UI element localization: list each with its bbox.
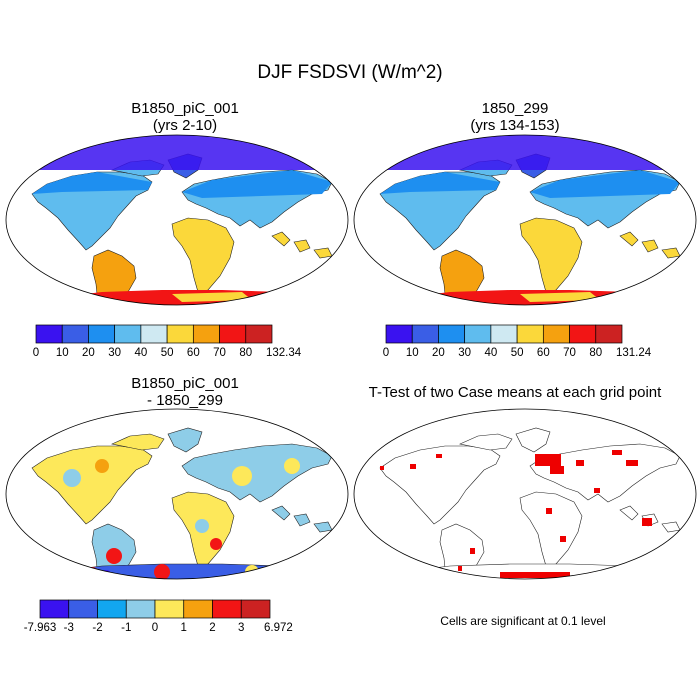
colorbar-tick-label: 3 [238, 622, 244, 634]
colorbar-swatch [490, 324, 518, 344]
colorbar-swatch [97, 599, 127, 619]
colorbar-swatch [516, 324, 544, 344]
colorbar-swatch [114, 324, 142, 344]
colorbar-swatch [140, 324, 168, 344]
panel-3-map [5, 408, 349, 580]
colorbar-tick-label: 0 [33, 347, 39, 359]
panel-2-map [353, 134, 697, 306]
colorbar-tick-label: 20 [82, 347, 95, 359]
panel-3-title: B1850_piC_001 - 1850_299 [20, 375, 350, 409]
colorbar-tick-label: 30 [458, 347, 471, 359]
panel-2-title-line1: 1850_299 [481, 100, 549, 117]
colorbar-swatch [219, 324, 247, 344]
panel-1-title-line2: (yrs 2-10) [152, 117, 218, 134]
colorbar-tick-label: 30 [108, 347, 121, 359]
colorbar-swatch [125, 599, 156, 619]
panel-3-title-line2: - 1850_299 [147, 392, 223, 409]
panel-1-colorbar: 0 10 20 30 40 50 60 70 80 132.34 [33, 324, 302, 359]
colorbar-tick-label: 80 [239, 347, 252, 359]
colorbar-tick-label: 40 [134, 347, 147, 359]
panel-2-colorbar: 0 10 20 30 40 50 60 70 80 131.24 [383, 324, 652, 359]
colorbar-swatch [542, 324, 570, 344]
panel-1-map [5, 134, 349, 306]
colorbar-swatch [154, 599, 185, 619]
colorbar-swatch [385, 324, 413, 344]
colorbar-swatch [464, 324, 492, 344]
colorbar-swatch [438, 324, 466, 344]
colorbar-swatch [240, 599, 271, 619]
colorbar-swatch [569, 324, 597, 344]
colorbar-swatch [39, 599, 70, 619]
colorbar-tick-label: 70 [213, 347, 226, 359]
colorbar-swatch [192, 324, 220, 344]
colorbar-swatch [166, 324, 194, 344]
colorbar-swatch [245, 324, 273, 344]
main-title: DJF FSDSVI (W/m^2) [257, 62, 443, 83]
panel-2-title: 1850_299 (yrs 134-153) [350, 100, 680, 134]
colorbar-swatch [68, 599, 98, 619]
colorbar-tick-label: 0 [152, 622, 158, 634]
panel-3-colorbar: -7.963 -3 -2 -1 0 1 2 3 6.972 [24, 599, 293, 634]
colorbar-tick-label: 10 [406, 347, 419, 359]
panel-1-title-line1: B1850_piC_001 [131, 100, 239, 117]
colorbar-swatch [411, 324, 439, 344]
colorbar-tick-label: 2 [209, 622, 215, 634]
colorbar-tick-label: 50 [161, 347, 174, 359]
panel-1-antarctica [52, 290, 322, 305]
colorbar-swatch [183, 599, 213, 619]
colorbar-tick-label: 10 [56, 347, 69, 359]
colorbar-swatch [61, 324, 89, 344]
colorbar-tick-label: 50 [511, 347, 524, 359]
colorbar-tick-label: -1 [121, 622, 131, 634]
colorbar-tick-label: -3 [64, 622, 74, 634]
colorbar-tick-label: 0 [383, 347, 389, 359]
colorbar-tick-label: 60 [187, 347, 200, 359]
panel-4-map [353, 408, 697, 580]
colorbar-tick-label: 6.972 [264, 622, 293, 634]
colorbar-tick-label: 1 [181, 622, 187, 634]
colorbar-tick-label: 70 [563, 347, 576, 359]
panel-4-title: T-Test of two Case means at each grid po… [368, 384, 662, 401]
panel-2-antarctica [400, 290, 670, 305]
colorbar-tick-label: 131.24 [616, 347, 652, 359]
colorbar-tick-label: -7.963 [24, 622, 57, 634]
colorbar-tick-label: 132.34 [266, 347, 302, 359]
panel-2-title-line2: (yrs 134-153) [470, 117, 560, 134]
colorbar-tick-label: 80 [589, 347, 602, 359]
panel-1-title: B1850_piC_001 (yrs 2-10) [20, 100, 350, 134]
panel-3-title-line1: B1850_piC_001 [131, 375, 239, 392]
colorbar-swatch [35, 324, 63, 344]
colorbar-swatch [88, 324, 116, 344]
colorbar-tick-label: 60 [537, 347, 550, 359]
colorbar-tick-label: -2 [92, 622, 102, 634]
colorbar-swatch [595, 324, 623, 344]
colorbar-tick-label: 40 [484, 347, 497, 359]
colorbar-tick-label: 20 [432, 347, 445, 359]
panel-4-note: Cells are significant at 0.1 level [440, 614, 606, 628]
colorbar-swatch [212, 599, 242, 619]
